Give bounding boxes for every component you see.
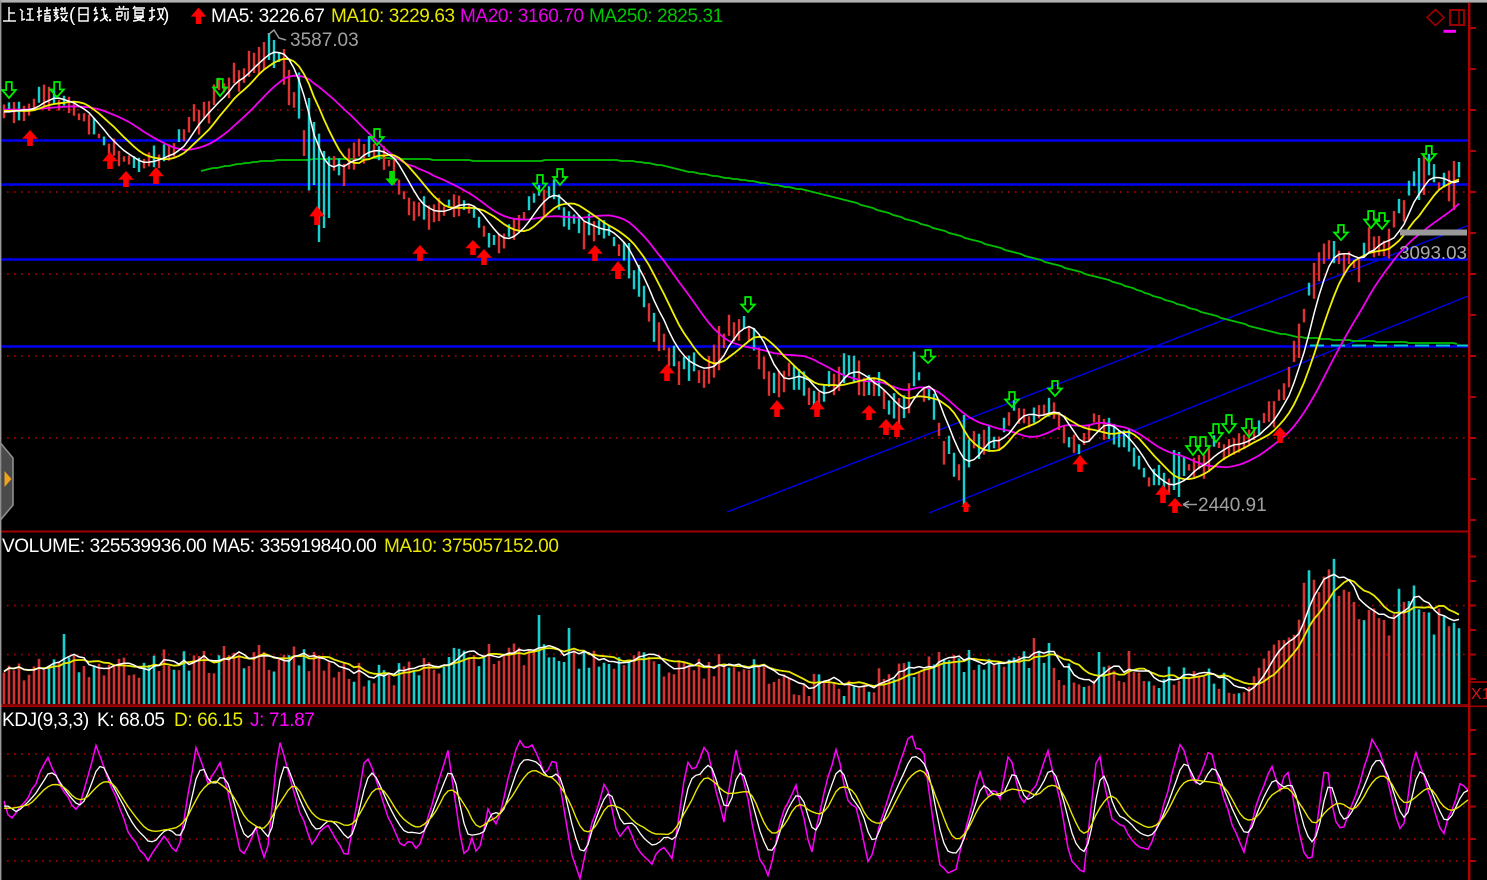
- svg-text:2440.91: 2440.91: [1198, 495, 1267, 516]
- svg-text:MA20: 3160.70: MA20: 3160.70: [460, 6, 584, 27]
- svg-text:(: (: [69, 5, 76, 26]
- svg-text:KDJ(9,3,3): KDJ(9,3,3): [2, 710, 89, 731]
- svg-text:): ): [163, 5, 169, 26]
- svg-text:D: 66.15: D: 66.15: [174, 710, 243, 731]
- svg-text:X1: X1: [1471, 686, 1487, 703]
- svg-text:MA10: 3229.63: MA10: 3229.63: [331, 6, 455, 27]
- svg-text:3093.03: 3093.03: [1399, 242, 1467, 263]
- svg-text:MA5: 3226.67: MA5: 3226.67: [211, 6, 325, 27]
- svg-text:J: 71.87: J: 71.87: [250, 710, 314, 731]
- svg-text:K: 68.05: K: 68.05: [97, 710, 165, 731]
- svg-text:3587.03: 3587.03: [290, 30, 359, 51]
- svg-text:VOLUME: 325539936.00: VOLUME: 325539936.00: [2, 536, 206, 557]
- svg-text:MA5: 335919840.00: MA5: 335919840.00: [212, 536, 376, 557]
- svg-text:MA10: 375057152.00: MA10: 375057152.00: [384, 536, 559, 557]
- svg-text:MA250: 2825.31: MA250: 2825.31: [589, 6, 723, 27]
